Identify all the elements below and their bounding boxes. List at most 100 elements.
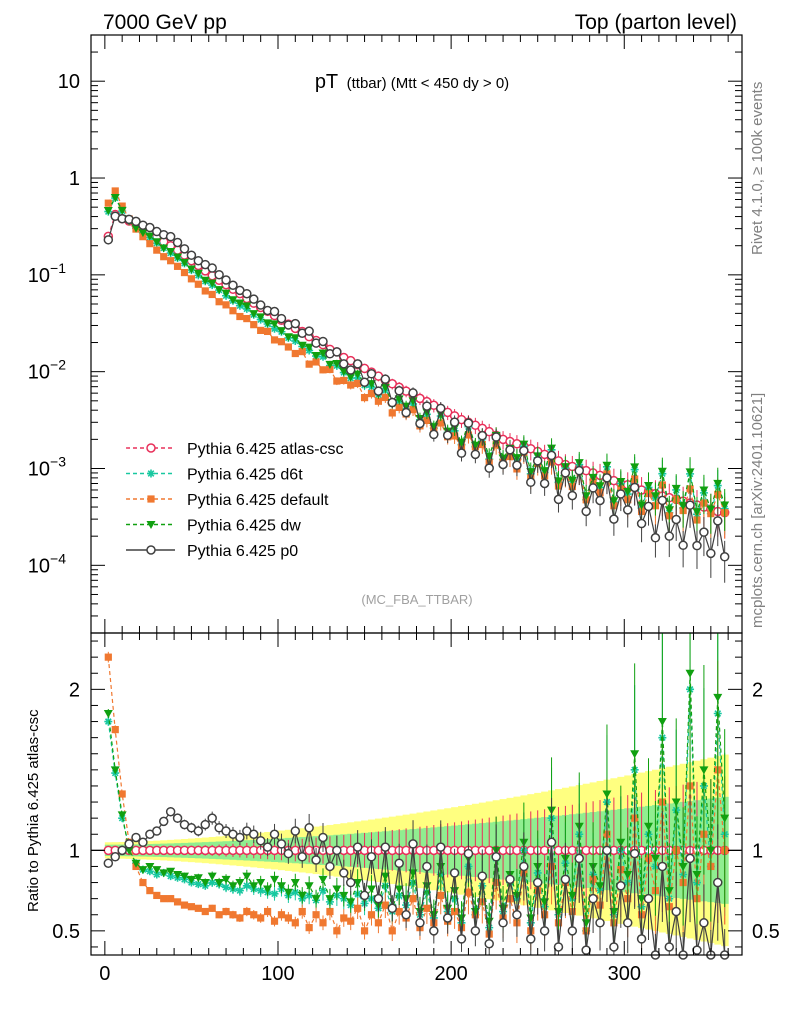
ratio-point: [110, 852, 120, 862]
ratio-point: [145, 867, 154, 876]
ratio-point: [270, 875, 280, 884]
data-point: [373, 386, 384, 396]
ratio-point: [360, 927, 369, 935]
ratio-point: [685, 669, 695, 678]
data-point: [201, 287, 209, 295]
series-main: [103, 211, 730, 583]
data-point: [380, 374, 391, 384]
ratio-point: [706, 846, 716, 855]
data-point: [186, 250, 197, 260]
ratio-point: [207, 813, 217, 823]
rivet-note: Rivet 4.1.0, ≥ 100k events: [749, 82, 766, 255]
data-point: [574, 465, 584, 476]
ratio-point: [643, 893, 654, 904]
legend-entry: Pythia 6.425 atlas-csc: [126, 441, 344, 458]
title-main: pT: [315, 71, 338, 93]
ratio-point: [380, 872, 390, 881]
ratio-point: [291, 888, 300, 897]
ratio-point: [207, 872, 217, 881]
ratio-point: [491, 852, 501, 862]
ratio-point: [270, 889, 279, 898]
ratio-point: [200, 819, 211, 830]
ratio-point: [236, 914, 244, 922]
data-point: [388, 409, 396, 417]
data-point: [546, 450, 557, 461]
ratio-point: [567, 891, 577, 900]
data-point: [257, 326, 265, 335]
data-point: [290, 318, 301, 329]
ratio-point: [290, 826, 301, 836]
data-point: [720, 501, 730, 510]
data-point: [186, 265, 196, 274]
data-point: [263, 319, 273, 328]
data-point: [277, 338, 286, 346]
ratio-point: [720, 814, 730, 823]
data-point: [657, 467, 667, 476]
ratio-point: [366, 852, 377, 862]
data-point: [470, 449, 481, 460]
ratio-point: [346, 898, 356, 907]
ratio-point: [574, 853, 584, 864]
ratio-point: [519, 861, 529, 872]
data-point: [110, 193, 120, 202]
ratio-point: [340, 914, 348, 922]
ratio-point: [194, 880, 203, 889]
data-point: [359, 377, 370, 387]
data-point: [332, 347, 342, 357]
legend-entry: Pythia 6.425 d6t: [126, 467, 303, 484]
data-point: [484, 463, 494, 473]
ratio-point: [629, 848, 640, 859]
ratio-point: [152, 870, 161, 879]
legend-label: Pythia 6.425 atlas-csc: [187, 441, 344, 458]
ratio-point: [546, 837, 557, 848]
ratio-point: [222, 907, 230, 916]
ratio-point: [283, 848, 294, 859]
ratio-point: [685, 853, 695, 864]
ratio-point: [595, 918, 605, 928]
ratio-point: [193, 874, 203, 883]
legend-marker: [147, 469, 155, 478]
data-point: [200, 276, 210, 285]
data-point: [360, 393, 369, 402]
data-point: [318, 349, 328, 358]
data-point: [103, 206, 113, 215]
ratio-point: [581, 945, 591, 955]
data-point: [713, 516, 723, 526]
ratio-point: [636, 934, 647, 944]
data-point: [214, 269, 224, 280]
ratio-point: [505, 874, 515, 885]
ratio-point: [437, 891, 445, 900]
data-point: [333, 377, 341, 385]
ratio-tick-label: 2: [752, 679, 763, 701]
ratio-point: [422, 861, 432, 872]
data-point: [588, 483, 598, 493]
data-point: [228, 280, 238, 290]
ratio-point: [408, 839, 418, 849]
header-right: Top (parton level): [575, 11, 737, 34]
data-point: [179, 258, 189, 267]
data-point: [297, 341, 307, 350]
data-point: [629, 482, 640, 493]
ratio-point: [644, 822, 654, 831]
ratio-point: [366, 885, 376, 894]
plot-title: pT (ttbar) (Mtt < 450 dy > 0): [315, 71, 509, 93]
data-point: [423, 416, 431, 425]
ratio-point: [297, 891, 307, 900]
data-point: [276, 327, 286, 336]
ratio-point: [380, 842, 391, 852]
legend-label: Pythia 6.425 p0: [187, 543, 298, 560]
data-point: [187, 275, 196, 283]
data-point: [532, 456, 543, 466]
data-point: [221, 275, 231, 285]
ratio-point: [657, 861, 668, 872]
ratio-point: [193, 826, 204, 836]
ratio-point: [290, 879, 300, 888]
ratio-point: [124, 846, 134, 855]
ratio-point: [145, 862, 155, 871]
data-point: [664, 531, 675, 541]
data-point: [602, 461, 612, 470]
data-point: [345, 365, 356, 375]
ratio-point: [118, 790, 126, 798]
data-point: [435, 403, 446, 414]
data-point: [644, 482, 654, 491]
